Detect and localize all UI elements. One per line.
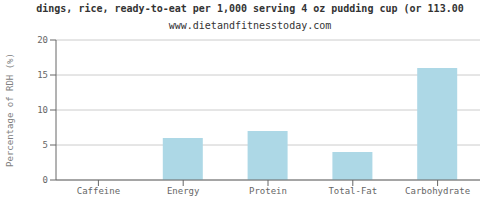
svg-text:Energy: Energy <box>167 186 200 196</box>
svg-text:15: 15 <box>37 70 48 80</box>
svg-text:Protein: Protein <box>249 186 287 196</box>
svg-text:0: 0 <box>43 175 48 185</box>
svg-text:10: 10 <box>37 105 48 115</box>
svg-text:Carbohydrate: Carbohydrate <box>405 186 470 196</box>
html-text:dings, rice, ready-to-eat per: dings, rice, ready-to-eat per 1,000 serv… <box>36 3 464 14</box>
html-text:www.dietandfitnesstoday.com: www.dietandfitnesstoday.com <box>168 20 332 31</box>
svg-text:Percentage of RDH (%): Percentage of RDH (%) <box>8 53 15 167</box>
svg-text:Caffeine: Caffeine <box>77 186 120 196</box>
svg-text:5: 5 <box>43 140 48 150</box>
svg-text:20: 20 <box>37 35 48 45</box>
svg-text:Total-Fat: Total-Fat <box>328 186 377 196</box>
